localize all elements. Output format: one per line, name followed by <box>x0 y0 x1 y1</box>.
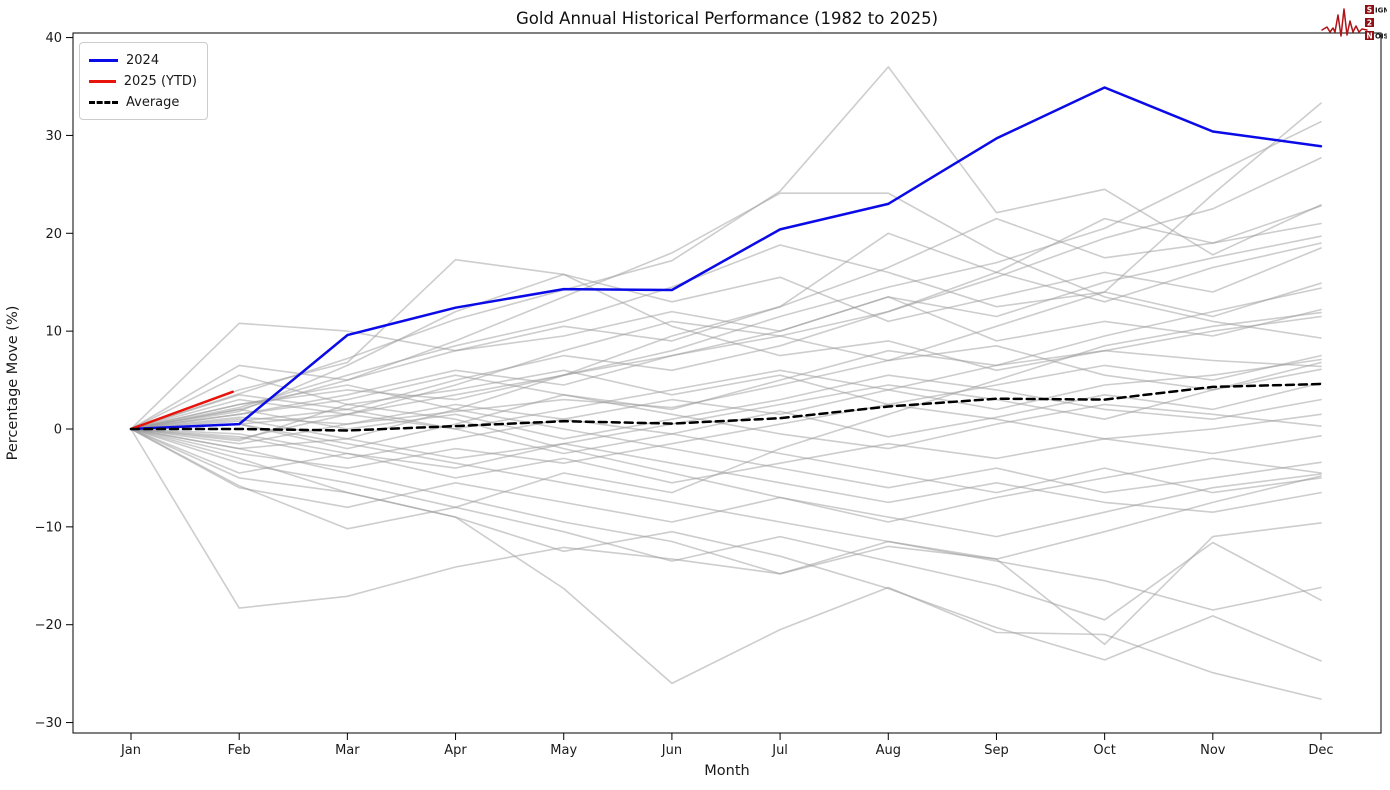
x-tick-label: Dec <box>1308 743 1333 758</box>
legend-item-average: Average <box>89 92 197 113</box>
legend-line-sample-2024 <box>89 59 118 62</box>
signal2noise-logo-graphic: S IGNAL 2 N OISE <box>1321 5 1390 40</box>
logo-text-ignal: IGNAL <box>1375 6 1387 14</box>
axes-frame <box>72 32 1382 734</box>
series-average-line <box>129 382 1323 432</box>
x-tick-label: Jun <box>661 743 682 758</box>
historical-year-line <box>130 296 1322 430</box>
historical-year-line <box>130 418 1322 514</box>
historical-year-line <box>130 403 1322 523</box>
historical-year-line <box>130 384 1322 494</box>
x-tick-label: Jul <box>771 743 788 758</box>
x-tick-label: Nov <box>1200 743 1226 758</box>
historical-year-line <box>130 192 1322 430</box>
logo-badge-n <box>1365 31 1374 40</box>
signal2noise-logo: S IGNAL 2 N OISE <box>1321 3 1390 47</box>
historical-year-line <box>130 358 1322 445</box>
legend-item-2025-ytd: 2025 (YTD) <box>89 71 197 92</box>
y-tick-label: −20 <box>35 618 62 633</box>
y-tick-label: 0 <box>54 423 62 438</box>
series-2025-ytd-line <box>129 390 234 431</box>
historical-year-line <box>130 403 1322 469</box>
historical-year-line <box>130 354 1322 430</box>
x-tick-label: Jan <box>120 743 141 758</box>
historical-year-line <box>130 374 1322 450</box>
historical-year-line <box>130 393 1322 494</box>
logo-badge-s <box>1365 5 1374 14</box>
y-tick-label: −30 <box>35 716 62 731</box>
historical-year-line <box>130 120 1322 430</box>
historical-year-line <box>130 349 1322 430</box>
historical-year-line <box>130 428 1322 646</box>
x-tick-label: Apr <box>444 743 467 758</box>
legend-line-sample-average <box>89 101 118 104</box>
historical-year-line <box>130 374 1322 440</box>
logo-text-oise: OISE <box>1375 32 1387 40</box>
historical-year-line <box>130 335 1322 430</box>
legend-line-sample-2025 <box>89 80 116 83</box>
legend-label-2025: 2025 (YTD) <box>123 74 197 89</box>
historical-year-line <box>130 423 1322 560</box>
historical-year-line <box>130 311 1322 509</box>
historical-year-line <box>130 428 1322 662</box>
logo-badge-n-letter: N <box>1366 31 1372 40</box>
historical-year-line <box>130 247 1322 430</box>
y-tick-label: 20 <box>45 227 62 242</box>
x-tick-label: Feb <box>228 743 251 758</box>
x-tick-label: May <box>550 743 577 758</box>
x-axis-label: Month <box>704 763 749 779</box>
y-tick-label: 10 <box>45 325 62 340</box>
historical-year-line <box>130 217 1322 430</box>
x-tick-label: Sep <box>984 743 1009 758</box>
series-2024-line <box>129 86 1323 431</box>
logo-badge-s-letter: S <box>1367 5 1372 14</box>
historical-year-line <box>130 157 1322 440</box>
historical-year-line <box>130 66 1322 430</box>
y-tick-label: 30 <box>45 129 62 144</box>
historical-year-line <box>130 287 1322 450</box>
historical-year-line <box>130 368 1322 469</box>
x-tick-label: Mar <box>335 743 360 758</box>
chart-title: Gold Annual Historical Performance (1982… <box>516 9 938 28</box>
historical-year-line <box>130 428 1322 700</box>
y-tick-label: −10 <box>35 520 62 535</box>
historical-year-line <box>130 428 1322 538</box>
legend-label-2024: 2024 <box>126 53 160 68</box>
historical-year-line <box>130 428 1322 611</box>
y-tick-label: 40 <box>45 31 62 46</box>
legend-label-average: Average <box>126 95 180 110</box>
chart-legend: 2024 2025 (YTD) Average <box>79 42 208 120</box>
x-tick-label: Aug <box>876 743 901 758</box>
logo-badge-2 <box>1365 18 1374 27</box>
historical-year-line <box>130 428 1322 621</box>
historical-year-line <box>130 273 1322 430</box>
logo-badge-2-digit: 2 <box>1367 18 1372 27</box>
historical-year-line <box>130 244 1322 430</box>
heartbeat-waveform-icon <box>1321 8 1368 37</box>
legend-item-2024: 2024 <box>89 50 197 71</box>
historical-year-line <box>130 235 1322 430</box>
y-axis-label: Percentage Move (%) <box>5 306 21 461</box>
x-tick-label: Oct <box>1093 743 1115 758</box>
